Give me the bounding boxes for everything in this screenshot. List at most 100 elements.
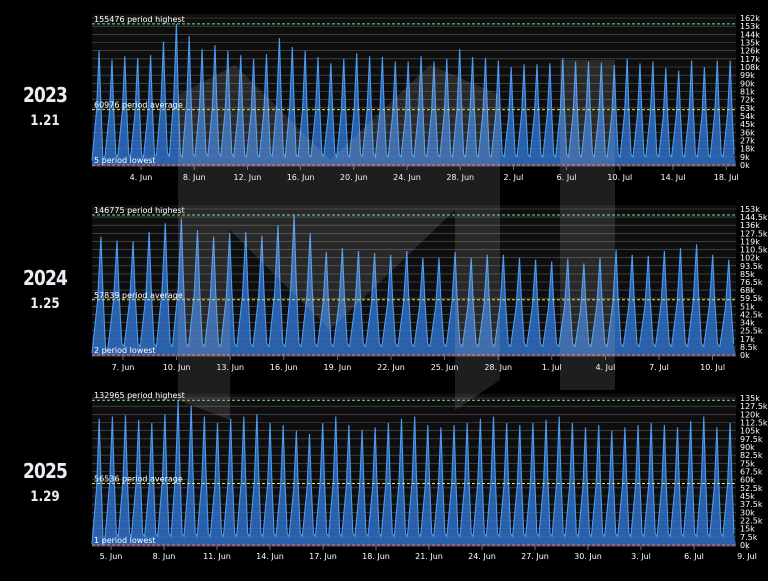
y-tick-label: 93.5k: [740, 262, 763, 271]
y-tick-label: 52.5k: [740, 484, 763, 493]
x-tick-label: 6. Jul: [684, 552, 704, 561]
y-tick-label: 25.5k: [740, 327, 763, 336]
chart-panel-2023: 2023 1.21 162k 153k 144k 135k 126k 117k 108k 99…: [0, 0, 768, 190]
lowest-label: 1 period lowest: [94, 536, 156, 545]
y-tick-label: 9k: [740, 153, 750, 162]
y-tick-label: 0k: [740, 351, 750, 360]
y-tick-label: 45k: [740, 492, 755, 501]
series-line: [91, 23, 735, 161]
y-tick-label: 63k: [740, 104, 755, 113]
y-tick-label: 127.5k: [740, 229, 768, 238]
y-tick-label: 119k: [740, 237, 760, 246]
y-tick-label: 0k: [740, 161, 750, 170]
x-tick-label: 18. Jul: [714, 173, 739, 182]
y-tick-label: 85k: [740, 270, 755, 279]
highest-label: 132965 period highest: [94, 391, 185, 400]
y-tick-label: 144k: [740, 30, 760, 39]
ratio-label: 1.21: [30, 113, 60, 129]
x-tick-label: 1. Jul: [542, 363, 562, 372]
x-tick-label: 9. Jul: [737, 552, 757, 561]
x-tick-label: 10. Jun: [163, 363, 191, 372]
x-tick-label: 28. Jun: [446, 173, 474, 182]
average-label: 60976 period average: [94, 101, 183, 110]
x-tick-label: 10. Jul: [700, 363, 725, 372]
y-tick-label: 8.5k: [740, 343, 758, 352]
x-tick-label: 4. Jul: [595, 363, 615, 372]
y-tick-label: 99k: [740, 71, 755, 80]
series-line: [91, 400, 735, 544]
y-tick-label: 144.5k: [740, 213, 768, 222]
y-tick-label: 135k: [740, 394, 760, 403]
x-tick-label: 13. Jun: [216, 363, 244, 372]
y-tick-label: 105k: [740, 427, 760, 436]
y-tick-label: 22.5k: [740, 517, 763, 526]
y-tick-label: 90k: [740, 443, 755, 452]
y-tick-label: 51k: [740, 302, 755, 311]
y-tick-label: 108k: [740, 63, 760, 72]
y-tick-label: 67.5k: [740, 468, 763, 477]
x-tick-label: 22. Jun: [377, 363, 405, 372]
average-label: 56536 period average: [94, 474, 183, 483]
x-tick-label: 7. Jun: [112, 363, 135, 372]
y-tick-label: 15k: [740, 525, 755, 534]
year-label: 2023: [23, 83, 68, 107]
y-tick-label: 17k: [740, 335, 755, 344]
lowest-label: 5 period lowest: [94, 156, 156, 165]
x-tick-label: 8. Jun: [153, 552, 176, 561]
x-tick-label: 11. Jun: [203, 552, 231, 561]
x-tick-label: 3. Jul: [631, 552, 651, 561]
series-area: [92, 23, 736, 166]
x-tick-label: 5. Jun: [100, 552, 123, 561]
x-tick-label: 17. Jun: [309, 552, 337, 561]
x-tick-label: 20. Jun: [340, 173, 368, 182]
x-tick-label: 12. Jun: [234, 173, 262, 182]
y-tick-label: 81k: [740, 88, 755, 97]
y-tick-label: 127.5k: [740, 402, 768, 411]
x-tick-label: 16. Jun: [270, 363, 298, 372]
x-tick-label: 14. Jul: [661, 173, 686, 182]
x-tick-label: 30. Jun: [574, 552, 602, 561]
y-tick-label: 90k: [740, 79, 755, 88]
y-tick-label: 0k: [740, 541, 750, 550]
y-tick-label: 110.5k: [740, 246, 768, 255]
x-tick-label: 2. Jul: [503, 173, 523, 182]
highest-label: 155476 period highest: [94, 15, 185, 24]
y-tick-label: 120k: [740, 410, 760, 419]
ratio-label: 1.25: [30, 296, 60, 312]
y-tick-label: 102k: [740, 254, 760, 263]
x-tick-label: 25. Jun: [431, 363, 459, 372]
y-tick-label: 37.5k: [740, 500, 763, 509]
x-tick-label: 6. Jul: [557, 173, 577, 182]
y-tick-label: 68k: [740, 286, 755, 295]
y-tick-label: 135k: [740, 39, 760, 48]
x-tick-label: 21. Jun: [415, 552, 443, 561]
x-tick-label: 10. Jul: [607, 173, 632, 182]
y-tick-label: 54k: [740, 112, 755, 121]
x-tick-label: 24. Jun: [393, 173, 421, 182]
y-tick-label: 72k: [740, 96, 755, 105]
y-tick-label: 82.5k: [740, 451, 763, 460]
y-tick-label: 45k: [740, 120, 755, 129]
y-tick-label: 153k: [740, 205, 760, 214]
y-tick-label: 75k: [740, 459, 755, 468]
x-tick-label: 19. Jun: [324, 363, 352, 372]
x-tick-label: 16. Jun: [287, 173, 315, 182]
x-tick-label: 28. Jun: [484, 363, 512, 372]
highest-label: 146775 period highest: [94, 206, 185, 215]
x-tick-label: 7. Jul: [649, 363, 669, 372]
x-tick-label: 27. Jun: [521, 552, 549, 561]
y-tick-label: 42.5k: [740, 310, 763, 319]
x-tick-label: 14. Jun: [256, 552, 284, 561]
y-tick-label: 7.5k: [740, 533, 758, 542]
lowest-label: 2 period lowest: [94, 346, 156, 355]
chart-2023: 162k153k144k135k126k117k108k99k90k81k72k…: [91, 14, 760, 182]
y-tick-label: 76.5k: [740, 278, 763, 287]
year-label: 2024: [23, 266, 68, 290]
y-tick-label: 97.5k: [740, 435, 763, 444]
y-tick-label: 27k: [740, 137, 755, 146]
y-tick-label: 59.5k: [740, 294, 763, 303]
ratio-label: 1.29: [30, 489, 60, 505]
